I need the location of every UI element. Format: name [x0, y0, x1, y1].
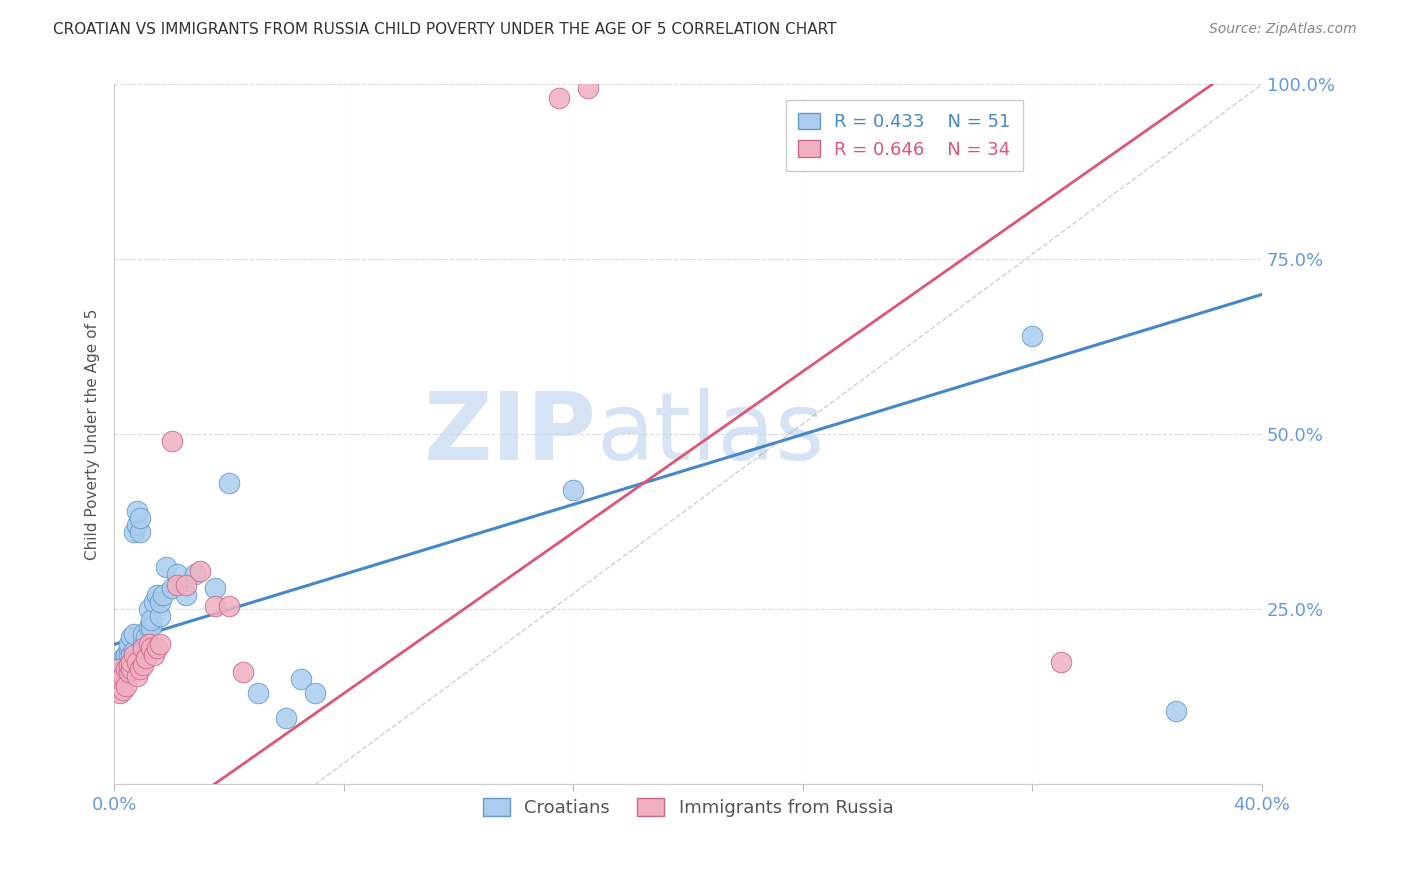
Point [143, 648, 166, 662]
Point [576, 81, 599, 95]
Point [146, 640, 169, 655]
Point [149, 595, 172, 609]
Point [149, 609, 172, 624]
Point [129, 511, 152, 525]
Point [246, 686, 269, 700]
Point [290, 673, 312, 687]
Point [120, 655, 142, 669]
Point [138, 602, 160, 616]
Point [304, 686, 326, 700]
Point [120, 662, 142, 676]
Text: ZIP: ZIP [423, 388, 596, 481]
Point [114, 662, 136, 676]
Point [117, 655, 139, 669]
Point [111, 669, 134, 683]
Point [1164, 704, 1187, 718]
Point [124, 525, 146, 540]
Point [174, 589, 197, 603]
Point [218, 599, 240, 613]
Legend: Croatians, Immigrants from Russia: Croatians, Immigrants from Russia [475, 791, 900, 824]
Point [124, 644, 146, 658]
Point [127, 504, 149, 518]
Point [129, 662, 152, 676]
Point [117, 665, 139, 680]
Point [166, 578, 188, 592]
Point [204, 599, 226, 613]
Point [166, 567, 188, 582]
Point [117, 658, 139, 673]
Point [141, 620, 163, 634]
Point [114, 665, 136, 680]
Point [111, 651, 134, 665]
Point [218, 476, 240, 491]
Point [146, 589, 169, 603]
Point [105, 658, 128, 673]
Point [132, 627, 155, 641]
Point [105, 669, 128, 683]
Point [135, 631, 157, 645]
Point [108, 655, 131, 669]
Point [117, 648, 139, 662]
Point [141, 613, 163, 627]
Point [127, 669, 149, 683]
Point [132, 640, 155, 655]
Point [188, 564, 211, 578]
Point [548, 91, 571, 105]
Point [117, 640, 139, 655]
Point [111, 662, 134, 676]
Point [149, 637, 172, 651]
Point [143, 595, 166, 609]
Point [117, 637, 139, 651]
Point [562, 483, 585, 498]
Point [1021, 329, 1043, 343]
Point [138, 620, 160, 634]
Point [1050, 655, 1073, 669]
Point [127, 518, 149, 533]
Point [105, 669, 128, 683]
Point [108, 673, 131, 687]
Text: CROATIAN VS IMMIGRANTS FROM RUSSIA CHILD POVERTY UNDER THE AGE OF 5 CORRELATION : CROATIAN VS IMMIGRANTS FROM RUSSIA CHILD… [53, 22, 837, 37]
Point [111, 682, 134, 697]
Point [108, 665, 131, 680]
Text: Source: ZipAtlas.com: Source: ZipAtlas.com [1209, 22, 1357, 37]
Point [114, 648, 136, 662]
Point [160, 582, 183, 596]
Point [111, 658, 134, 673]
Point [183, 567, 205, 582]
Point [127, 655, 149, 669]
Point [108, 662, 131, 676]
Point [204, 582, 226, 596]
Point [174, 578, 197, 592]
Point [132, 658, 155, 673]
Point [124, 627, 146, 641]
Point [141, 640, 163, 655]
Point [120, 631, 142, 645]
Point [132, 637, 155, 651]
Point [111, 655, 134, 669]
Y-axis label: Child Poverty Under the Age of 5: Child Poverty Under the Age of 5 [86, 309, 100, 560]
Point [160, 434, 183, 449]
Point [276, 711, 298, 725]
Point [105, 662, 128, 676]
Point [114, 680, 136, 694]
Point [114, 658, 136, 673]
Point [155, 560, 177, 574]
Text: atlas: atlas [596, 388, 824, 481]
Point [108, 686, 131, 700]
Point [120, 648, 142, 662]
Point [152, 589, 174, 603]
Point [124, 648, 146, 662]
Point [129, 525, 152, 540]
Point [232, 665, 254, 680]
Point [135, 651, 157, 665]
Point [138, 637, 160, 651]
